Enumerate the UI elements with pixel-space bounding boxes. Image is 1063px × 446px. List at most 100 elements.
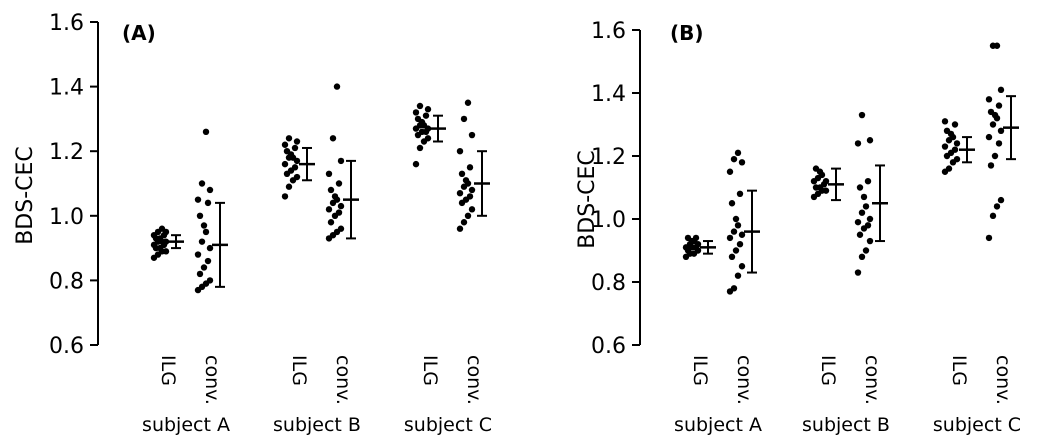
data-point [468,131,476,139]
category-label: ILG [419,355,441,386]
group-label: subject C [404,414,492,436]
category-label: conv. [332,355,354,405]
data-point [291,164,299,171]
data-point [412,109,420,116]
data-point [325,206,333,213]
category-label: ILG [157,355,179,386]
y-tick-label: 1.0 [591,208,626,233]
data-point [989,212,997,220]
data-point [162,248,170,255]
data-point [202,228,210,236]
data-point [858,209,866,216]
y-tick-label: 1.4 [591,82,626,107]
data-point [414,115,422,123]
data-point [728,200,736,207]
data-point [466,193,474,200]
y-axis-label: BDS-CEC [13,146,38,245]
data-point [730,285,738,292]
y-axis-label: BDS-CEC [575,150,600,249]
data-point [728,253,736,260]
data-point [424,106,432,113]
data-point [854,218,862,226]
data-point [730,155,738,163]
data-point [858,111,866,119]
data-point [985,133,993,141]
data-point [987,162,995,169]
data-point [194,251,202,258]
group-label: subject A [142,414,230,436]
data-point [822,187,830,194]
data-point [331,193,339,200]
data-point [953,155,961,163]
data-point [856,184,864,191]
data-point [200,264,208,271]
data-point [989,121,997,128]
data-point [995,140,1003,147]
data-point [987,108,995,116]
data-point [456,225,464,232]
data-point [291,144,299,152]
data-point [464,212,472,219]
panel-label: (A) [122,21,156,45]
data-point [204,199,212,207]
data-point [943,127,951,134]
data-point [854,140,862,147]
data-point [204,257,212,265]
data-point [422,112,430,119]
data-point [198,238,206,245]
category-label: conv. [733,355,755,405]
data-point [464,99,472,106]
data-point [327,219,335,226]
data-point [995,102,1003,109]
data-point [856,231,864,238]
category-label: conv. [463,355,485,405]
data-point [337,202,345,210]
category-label: conv. [992,355,1014,405]
data-point [462,177,470,184]
data-point [456,189,464,197]
data-point [997,196,1005,204]
data-point [951,121,959,128]
data-point [993,42,1001,49]
data-point [736,190,744,197]
data-point [458,170,466,178]
data-point [945,165,953,172]
data-point [424,135,432,142]
data-point [941,143,949,150]
data-point [293,138,301,145]
y-tick-label: 0.8 [591,271,626,296]
y-tick-label: 1.2 [591,145,626,170]
group-label: subject A [674,414,762,436]
data-point [196,270,204,278]
data-point [335,180,343,187]
data-point [866,237,874,245]
data-point [941,118,949,125]
data-point [468,186,476,194]
data-point [285,135,293,142]
data-point [738,159,746,166]
data-point [734,149,742,157]
data-point [734,272,742,279]
category-label: conv. [861,355,883,405]
data-point [416,102,424,110]
y-tick-label: 0.6 [49,334,84,359]
data-point [335,209,343,216]
data-point [333,83,341,90]
panel-label: (B) [670,21,704,45]
data-point [196,212,204,219]
data-point [412,160,420,168]
y-tick-label: 1.0 [49,205,84,230]
data-point [206,244,214,252]
data-point [468,206,476,213]
data-point [337,157,345,165]
data-point [456,148,464,155]
data-point [285,183,293,190]
data-point [325,170,333,178]
category-label: ILG [689,355,711,386]
data-point [281,160,289,168]
data-point [293,173,301,181]
data-point [281,141,289,148]
data-point [997,127,1005,134]
